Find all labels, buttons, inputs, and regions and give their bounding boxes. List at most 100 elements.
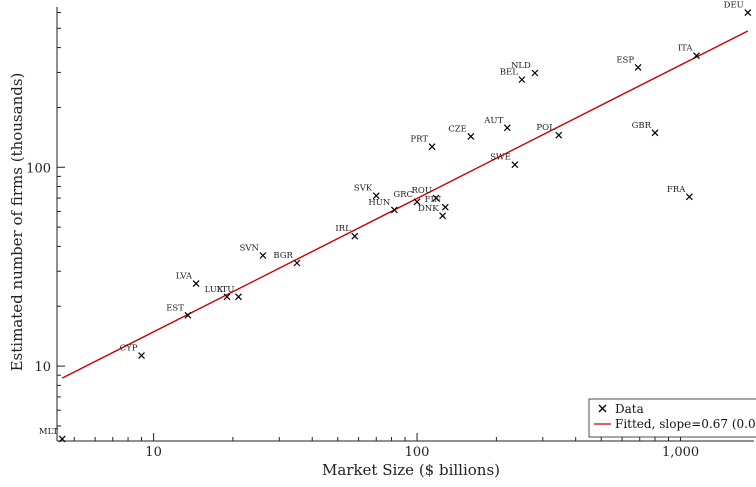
data-point [439,212,447,220]
data-points-layer: MLTCYPESTLVALUXLTUSVNBGRIRLSVKHUNGRCROUF… [39,1,752,443]
fitted-line [61,30,749,379]
data-point-label: LVA [176,272,193,282]
data-point-label: GBR [632,121,652,131]
data-point-stroke [293,259,301,267]
data-point-stroke [518,76,526,84]
x-tick-label: 1,000 [662,445,699,460]
fitted-line-layer [61,30,749,379]
data-point-label: MLT [39,427,59,437]
data-point-label: LUX [205,285,224,295]
data-point-stroke [531,69,539,77]
data-point-label: DNK [418,204,439,214]
data-point [503,124,511,132]
data-point-stroke [259,252,267,259]
legend-data-marker [598,404,607,413]
legend: Data Fitted, slope=0.67 (0.06) [588,398,756,438]
data-point-label: LTU [217,285,235,295]
data-point-stroke [693,52,700,60]
data-point-stroke [351,232,359,240]
y-tick-label: 10 [34,360,51,375]
data-point-stroke [235,293,242,301]
data-point-label: SVK [354,184,373,194]
data-point-label: FRA [667,185,686,195]
data-point [511,161,519,169]
data-point-label: ROU [411,186,432,196]
x-tick-label: 100 [405,445,430,460]
data-point [428,143,436,151]
data-point [259,252,267,259]
data-point-stroke [467,132,475,140]
data-point [223,293,231,301]
data-point-label: SVN [240,243,260,253]
data-point [192,280,200,288]
y-axis-title: Estimated number of firms (thousands) [8,73,26,372]
data-point [467,132,475,140]
data-point [441,203,449,211]
data-point [138,352,145,359]
data-point-stroke [138,352,145,359]
data-point [235,293,242,301]
data-point-stroke [390,206,398,214]
data-point-label: NLD [511,61,531,71]
data-point-label: IRL [335,224,351,234]
data-point [432,194,440,202]
data-point [372,192,380,200]
data-point-stroke [432,194,440,202]
data-point-stroke [58,435,66,443]
data-point [293,259,301,267]
data-point-stroke [744,9,752,16]
data-point [744,9,752,16]
data-point-label: GRC [393,190,413,200]
data-point [693,52,700,60]
data-point [518,76,526,84]
data-point [58,435,66,443]
data-point-stroke [372,192,380,200]
data-point [531,69,539,77]
data-point-stroke [634,63,642,71]
data-point [634,63,642,71]
data-point-label: BGR [273,251,293,261]
data-point-label: BEL [500,68,518,78]
data-point [413,198,421,206]
data-point [651,129,659,137]
data-point-stroke [184,311,192,319]
data-point-stroke [651,129,659,137]
data-point-stroke [223,293,231,301]
data-point-stroke [503,124,511,132]
data-point-label: ITA [678,44,694,54]
data-point-label: EST [166,303,184,313]
data-point-label: ESP [616,55,634,65]
y-axis-ticks: 10 100 [26,12,65,427]
data-point-label: FIN [425,195,442,205]
data-point [351,232,359,240]
data-point [685,193,693,201]
data-point-stroke [555,131,563,139]
data-point-label: DEU [724,1,744,11]
x-axis-title: Market Size ($ billions) [322,461,500,479]
data-point-label: AUT [483,116,503,126]
legend-fit-label: Fitted, slope=0.67 (0.06) [615,417,756,431]
plot-frame [56,7,754,442]
data-point-stroke [192,280,200,288]
data-point-stroke [428,143,436,151]
data-point-stroke [685,193,693,201]
data-point-label: SWE [490,153,511,163]
data-point [390,206,398,214]
x-axis-ticks: 10 100 1,000 [73,433,699,460]
data-point-label: HUN [368,198,391,208]
legend-box [588,398,756,438]
data-point [555,131,563,139]
data-point-label: POL [536,123,555,133]
data-point [184,311,192,319]
data-point-stroke [439,212,447,220]
data-point-stroke [441,203,449,211]
x-tick-label: 10 [145,445,162,460]
y-tick-label: 100 [26,161,51,176]
data-point-label: PRT [410,135,428,145]
data-point-stroke [413,198,421,206]
data-point-label: CYP [120,344,138,354]
data-point-stroke [511,161,519,169]
data-point-label: CZE [448,124,467,134]
legend-data-label: Data [615,402,644,416]
